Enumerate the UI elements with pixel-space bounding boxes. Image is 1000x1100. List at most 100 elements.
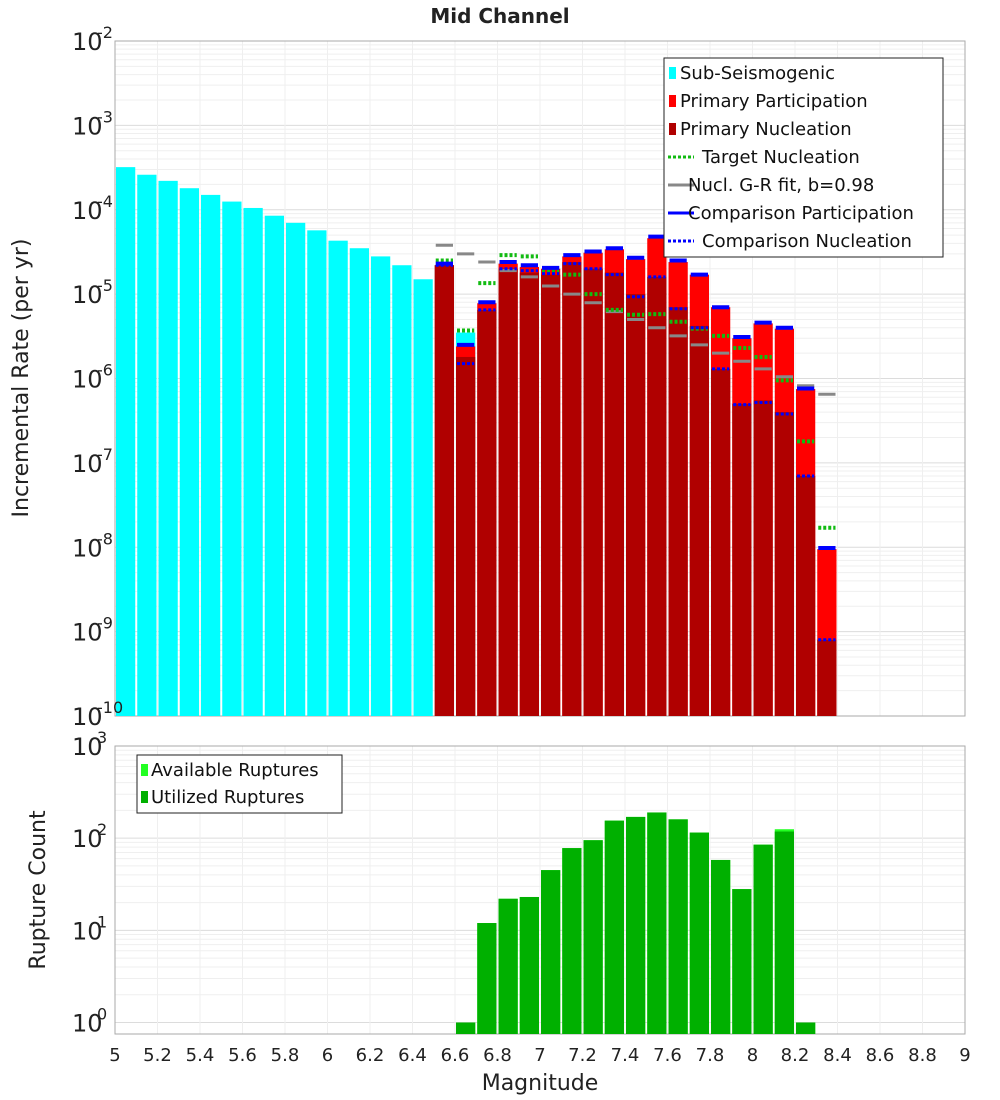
- y-tick-label: 10-8: [72, 529, 113, 562]
- utilized-ruptures-bar: [583, 840, 603, 1034]
- x-tick-labels: 5 5.2 5.4 5.6 5.8 6 6.2 6.4 6.6 6.8 7 7.2 7.4 7.6 7.8 8…: [109, 1045, 970, 1066]
- top-plot-line-marks: [435, 234, 836, 642]
- primary-nucleation-bar: [456, 356, 476, 716]
- primary-nucleation-bar: [477, 309, 497, 716]
- x-tick-label: 5.4: [186, 1045, 215, 1066]
- primary-nucleation-bar: [647, 276, 667, 716]
- y-tick-label: 10-5: [72, 276, 113, 309]
- y-tick-label: 10-4: [72, 192, 113, 225]
- y-tick-label: 10-3: [72, 107, 113, 140]
- legend-swatch-bar: [141, 764, 148, 776]
- primary-nucleation-bar: [753, 400, 773, 716]
- utilized-ruptures-bar: [498, 898, 518, 1034]
- sub-seismogenic-bar: [179, 188, 199, 717]
- bottom-plot-frame: [114, 745, 966, 1035]
- sub-seismogenic-bar: [137, 174, 157, 716]
- x-tick-label: 7.6: [653, 1045, 682, 1066]
- y-tick-exponent: -2: [97, 23, 113, 42]
- bottom-plot-legend: Available Ruptures Utilized Ruptures: [136, 754, 343, 814]
- x-tick-label: 6.2: [356, 1045, 385, 1066]
- x-tick-label: 6.6: [441, 1045, 470, 1066]
- y-tick-base: 10: [72, 619, 103, 647]
- legend-label: Target Nucleation: [701, 147, 860, 168]
- primary-nucleation-bar: [796, 475, 816, 716]
- primary-nucleation-bar: [583, 268, 603, 716]
- utilized-ruptures-bar: [562, 848, 582, 1034]
- utilized-ruptures-bar: [519, 896, 539, 1034]
- primary-nucleation-bar: [498, 268, 518, 716]
- y-tick-label: 101: [72, 912, 107, 945]
- y-tick-exponent: -7: [97, 445, 113, 464]
- y-tick-label: 10-10: [72, 698, 123, 731]
- y-tick-label: 10-7: [72, 445, 113, 478]
- x-tick-label: 6.8: [483, 1045, 512, 1066]
- sub-seismogenic-bar: [201, 194, 221, 716]
- utilized-ruptures-bar: [647, 812, 667, 1034]
- y-tick-base: 10: [72, 534, 103, 562]
- primary-nucleation-bar: [541, 274, 561, 716]
- legend-label: Available Ruptures: [151, 760, 319, 781]
- y-tick-exponent: -10: [97, 698, 123, 717]
- top-plot-bars: [116, 167, 837, 717]
- legend-swatch-bar: [669, 123, 676, 135]
- bottom-plot-bars: [456, 812, 816, 1034]
- legend-swatch-bar: [669, 67, 676, 79]
- x-tick-label: 8.2: [781, 1045, 810, 1066]
- x-tick-label: 9: [959, 1045, 970, 1066]
- primary-nucleation-bar: [689, 325, 709, 716]
- x-tick-label: 8.8: [908, 1045, 937, 1066]
- sub-seismogenic-bar: [286, 222, 306, 716]
- legend-label: Comparison Participation: [688, 203, 914, 224]
- sub-seismogenic-bar: [116, 167, 136, 716]
- utilized-ruptures-bar: [689, 832, 709, 1034]
- y-tick-exponent: -5: [97, 276, 113, 295]
- x-tick-label: 6.4: [398, 1045, 427, 1066]
- x-tick-label: 6: [322, 1045, 333, 1066]
- sub-seismogenic-bar: [371, 256, 391, 716]
- primary-nucleation-bar: [519, 272, 539, 716]
- sub-seismogenic-bar: [392, 265, 412, 716]
- x-tick-label: 8.4: [823, 1045, 852, 1066]
- y-tick-exponent: -9: [97, 614, 113, 633]
- y-tick-base: 10: [72, 112, 103, 140]
- x-axis-label: Magnitude: [482, 1071, 599, 1096]
- y-tick-label: 102: [72, 820, 107, 853]
- legend-swatch: [669, 67, 676, 79]
- sub-seismogenic-bar: [264, 215, 284, 717]
- utilized-ruptures-bar: [626, 816, 646, 1034]
- primary-nucleation-bar: [774, 412, 794, 716]
- top-plot-y-axis-label: Incremental Rate (per yr): [9, 239, 34, 518]
- sub-seismogenic-bar: [413, 279, 433, 716]
- legend-swatch-bar: [669, 95, 676, 107]
- y-tick-exponent: 3: [97, 728, 107, 747]
- y-tick-exponent: -4: [97, 192, 113, 211]
- x-tick-label: 5.8: [271, 1045, 300, 1066]
- x-tick-label: 5: [109, 1045, 120, 1066]
- x-tick-label: 7: [534, 1045, 545, 1066]
- bottom-plot-y-axis-label: Rupture Count: [26, 810, 51, 970]
- primary-nucleation-bar: [604, 272, 624, 716]
- primary-nucleation-bar: [711, 368, 731, 716]
- utilized-ruptures-bar: [774, 831, 794, 1034]
- y-tick-base: 10: [72, 703, 103, 731]
- y-tick-exponent: -6: [97, 361, 113, 380]
- utilized-ruptures-bar: [668, 819, 688, 1034]
- legend-label: Comparison Nucleation: [702, 231, 912, 252]
- x-tick-label: 8.6: [866, 1045, 895, 1066]
- y-tick-base: 10: [72, 1009, 103, 1037]
- sub-seismogenic-bar: [349, 248, 369, 717]
- y-tick-base: 10: [72, 450, 103, 478]
- utilized-ruptures-bar: [796, 1022, 816, 1034]
- legend-label: Primary Nucleation: [680, 119, 852, 140]
- utilized-ruptures-bar: [604, 820, 624, 1034]
- y-tick-base: 10: [72, 197, 103, 225]
- sub-seismogenic-bar: [328, 240, 348, 717]
- utilized-ruptures-bar: [711, 859, 731, 1034]
- legend-label: Sub-Seismogenic: [680, 63, 835, 84]
- legend-label: Utilized Ruptures: [151, 787, 304, 808]
- sub-seismogenic-bar: [158, 180, 178, 716]
- primary-nucleation-bar: [626, 294, 646, 716]
